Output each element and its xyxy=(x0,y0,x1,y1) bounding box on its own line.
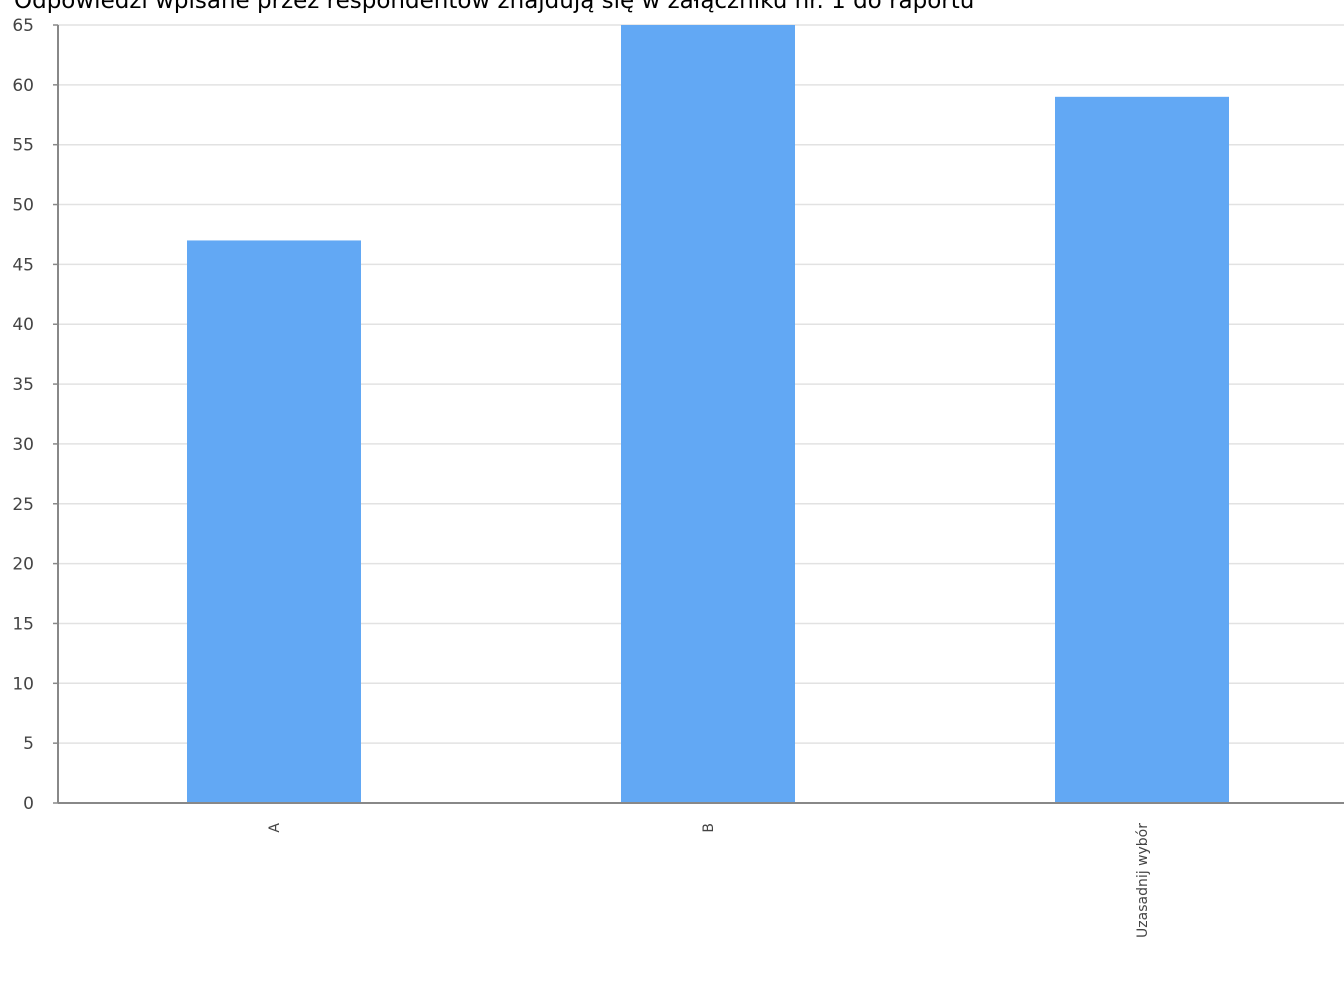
bar-3 xyxy=(1055,96,1229,804)
y-tick-label: 50 xyxy=(12,196,34,216)
bar-2 xyxy=(621,25,795,803)
y-tick-label: 40 xyxy=(12,315,34,335)
y-tick-label: 15 xyxy=(12,614,34,634)
y-tick-label: 30 xyxy=(12,435,34,455)
axes xyxy=(57,25,1344,804)
x-tick-label: A xyxy=(267,823,283,833)
y-tick-labels: 0 5 10 15 20 25 30 35 40 45 50 55 60 65 xyxy=(12,16,58,814)
y-tick-label: 20 xyxy=(12,555,34,575)
chart-title: Odpowiedzi wpisane przez respondentów zn… xyxy=(14,0,974,14)
x-tick-label: B xyxy=(701,823,717,833)
y-tick-label: 25 xyxy=(12,495,34,515)
y-tick-label: 65 xyxy=(12,16,34,36)
y-tick-label: 55 xyxy=(12,136,34,156)
x-tick-label: Uzasadnij wybór xyxy=(1135,823,1151,938)
y-tick-label: 10 xyxy=(12,674,34,694)
bars xyxy=(187,25,1229,804)
y-tick-label: 60 xyxy=(12,76,34,96)
x-tick-labels: A B Uzasadnij wybór xyxy=(267,823,1151,938)
y-tick-label: 0 xyxy=(23,794,34,814)
bar-1 xyxy=(187,240,361,803)
y-tick-label: 35 xyxy=(12,375,34,395)
y-tick-label: 45 xyxy=(12,255,34,275)
y-tick-label: 5 xyxy=(23,734,34,754)
